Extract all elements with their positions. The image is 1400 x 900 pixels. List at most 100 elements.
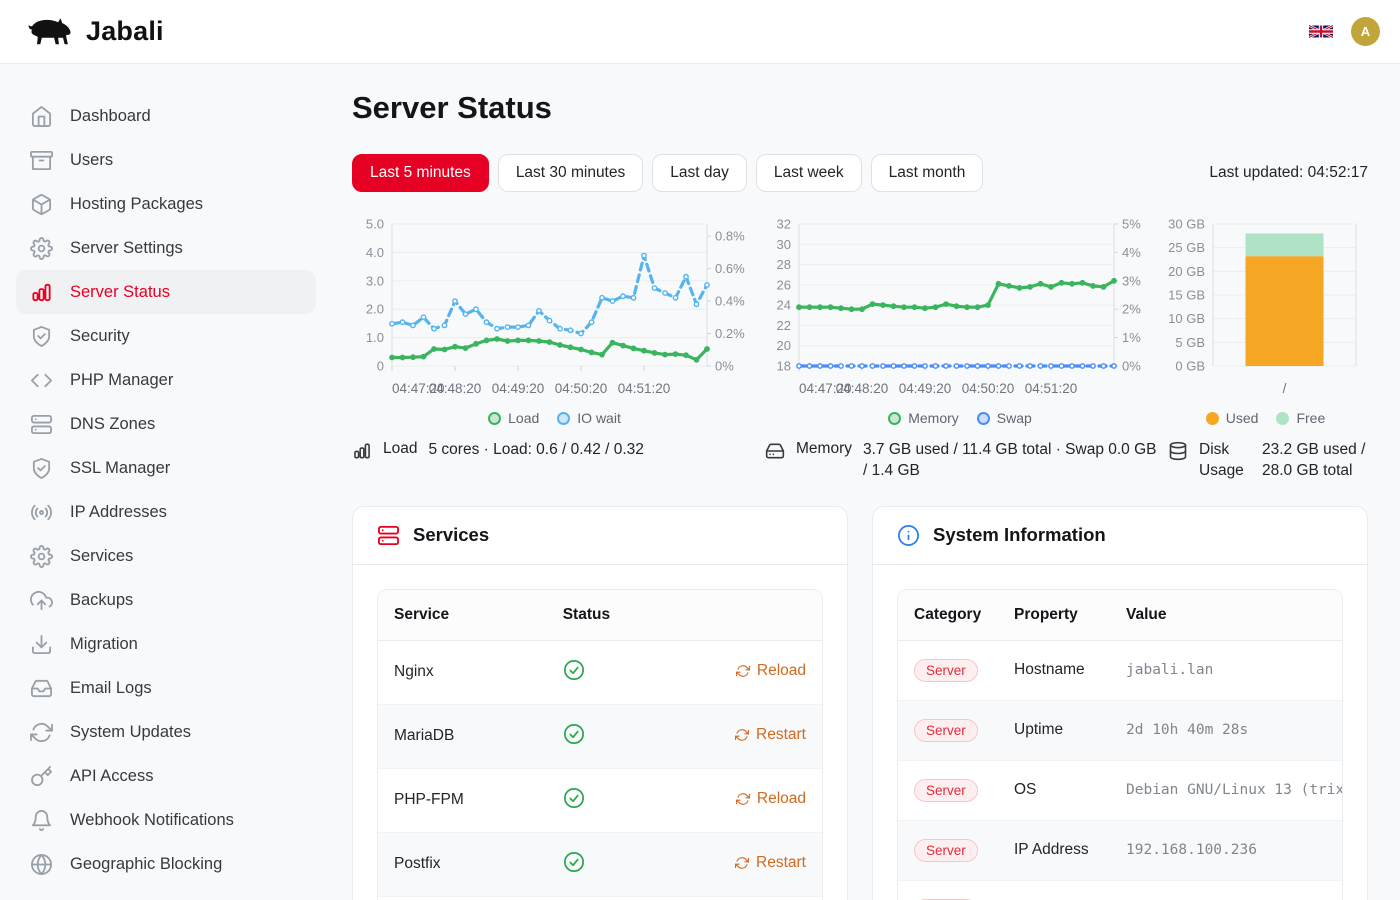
legend-load[interactable]: Load	[488, 410, 539, 426]
sysinfo-value: jabali.lan	[1110, 640, 1342, 700]
legend-marker	[888, 412, 901, 425]
radio-icon	[30, 501, 53, 524]
svg-text:0: 0	[377, 359, 384, 374]
time-range-last-month[interactable]: Last month	[871, 154, 984, 192]
reload-php-fpm-button[interactable]: Reload	[736, 790, 806, 808]
system-info-card: System Information CategoryPropertyValue…	[872, 506, 1368, 900]
legend-marker	[977, 412, 990, 425]
brand[interactable]: Jabali	[24, 15, 164, 49]
svg-text:20: 20	[776, 338, 790, 353]
service-row-nginx: NginxReload	[378, 640, 822, 704]
stat-label: Load	[383, 440, 417, 458]
restart-postfix-button[interactable]: Restart	[735, 854, 806, 872]
service-name: MariaDB	[378, 704, 547, 768]
system-info-card-header: System Information	[873, 507, 1367, 565]
stat-value: 3.7 GB used / 11.4 GB total · Swap 0.0 G…	[863, 440, 1160, 482]
sidebar-item-server-status[interactable]: Server Status	[16, 270, 316, 314]
sysinfo-row-ip-address: ServerIP Address192.168.100.236	[898, 820, 1342, 880]
legend-memory[interactable]: Memory	[888, 410, 959, 426]
sidebar-item-label: Backups	[70, 591, 133, 610]
legend-marker	[488, 412, 501, 425]
sidebar-item-users[interactable]: Users	[16, 138, 316, 182]
category-badge: Server	[914, 659, 978, 682]
sidebar-item-dashboard[interactable]: Dashboard	[16, 94, 316, 138]
sysinfo-row-hostname: Server Hostnamejabali.lan	[898, 640, 1342, 700]
avatar[interactable]: A	[1351, 17, 1380, 46]
status-ok-icon	[563, 787, 585, 809]
sysinfo-property: Hostname	[998, 640, 1110, 700]
stat-disk-usage: Disk Usage23.2 GB used / 28.0 GB total	[1168, 440, 1368, 482]
service-name: Dovecot	[378, 896, 547, 900]
sidebar-item-hosting-packages[interactable]: Hosting Packages	[16, 182, 316, 226]
time-range-last-week[interactable]: Last week	[756, 154, 862, 192]
sidebar-item-label: Geographic Blocking	[70, 855, 222, 874]
legend-marker	[1206, 412, 1219, 425]
bar-chart-icon	[352, 441, 372, 461]
svg-text:22: 22	[776, 318, 790, 333]
legend-io-wait[interactable]: IO wait	[557, 410, 621, 426]
info-icon	[897, 524, 920, 547]
category-badge: Server	[914, 719, 978, 742]
sidebar-item-dns-zones[interactable]: DNS Zones	[16, 402, 316, 446]
svg-text:0%: 0%	[1122, 359, 1141, 374]
legend-label: IO wait	[577, 410, 621, 426]
sidebar-item-geographic-blocking[interactable]: Geographic Blocking	[16, 842, 316, 886]
time-range-last-30-minutes[interactable]: Last 30 minutes	[498, 154, 643, 192]
legend-swap[interactable]: Swap	[977, 410, 1032, 426]
sysinfo-property: OS	[998, 760, 1110, 820]
service-row-postfix: PostfixRestart	[378, 832, 822, 896]
server-icon	[377, 524, 400, 547]
sysinfo-property: Uptime	[998, 700, 1110, 760]
svg-text:1%: 1%	[1122, 330, 1141, 345]
svg-text:04:50:20: 04:50:20	[555, 381, 608, 396]
top-header: Jabali A	[0, 0, 1400, 64]
svg-text:04:50:20: 04:50:20	[961, 381, 1014, 396]
time-range-last-day[interactable]: Last day	[652, 154, 747, 192]
sidebar-item-api-access[interactable]: API Access	[16, 754, 316, 798]
svg-text:/: /	[1283, 381, 1287, 396]
svg-text:04:51:20: 04:51:20	[618, 381, 671, 396]
sidebar-item-email-logs[interactable]: Email Logs	[16, 666, 316, 710]
services-col-status: Status	[547, 590, 680, 641]
sidebar-item-label: System Updates	[70, 723, 191, 742]
svg-text:30 GB: 30 GB	[1168, 217, 1205, 232]
legend-label: Swap	[997, 410, 1032, 426]
svg-text:0.2%: 0.2%	[715, 326, 745, 341]
legend-label: Load	[508, 410, 539, 426]
sidebar-item-backups[interactable]: Backups	[16, 578, 316, 622]
sidebar-item-ip-addresses[interactable]: IP Addresses	[16, 490, 316, 534]
svg-text:24: 24	[776, 298, 790, 313]
service-action-cell: Reload	[680, 768, 822, 832]
sidebar-item-label: Hosting Packages	[70, 195, 203, 214]
sysinfo-property: IP Address	[998, 820, 1110, 880]
sidebar-item-services[interactable]: Services	[16, 534, 316, 578]
sidebar-item-label: Security	[70, 327, 130, 346]
sidebar-item-system-updates[interactable]: System Updates	[16, 710, 316, 754]
svg-text:0%: 0%	[715, 359, 734, 374]
legend-free[interactable]: Free	[1276, 410, 1325, 426]
server-icon	[30, 413, 53, 436]
time-range-last-5-minutes[interactable]: Last 5 minutes	[352, 154, 489, 192]
sidebar-item-webhook-notifications[interactable]: Webhook Notifications	[16, 798, 316, 842]
sysinfo-row-uptime: ServerUptime2d 10h 40m 28s	[898, 700, 1342, 760]
sidebar-item-php-manager[interactable]: PHP Manager	[16, 358, 316, 402]
svg-text:30: 30	[776, 237, 790, 252]
legend-label: Free	[1296, 410, 1325, 426]
status-ok-icon	[563, 723, 585, 745]
sidebar-item-server-settings[interactable]: Server Settings	[16, 226, 316, 270]
shield-icon	[30, 325, 53, 348]
sidebar-item-label: IP Addresses	[70, 503, 167, 522]
globe-icon	[30, 853, 53, 876]
sidebar-item-label: PHP Manager	[70, 371, 173, 390]
reload-nginx-button[interactable]: Reload	[736, 662, 806, 680]
svg-text:15 GB: 15 GB	[1168, 288, 1205, 303]
restart-mariadb-button[interactable]: Restart	[735, 726, 806, 744]
uk-flag-icon[interactable]	[1309, 23, 1333, 40]
sysinfo-property: Connections	[998, 880, 1110, 900]
sidebar-item-migration[interactable]: Migration	[16, 622, 316, 666]
svg-text:0 GB: 0 GB	[1175, 359, 1205, 374]
legend-label: Used	[1226, 410, 1259, 426]
sidebar-item-security[interactable]: Security	[16, 314, 316, 358]
legend-used[interactable]: Used	[1206, 410, 1259, 426]
sidebar-item-ssl-manager[interactable]: SSL Manager	[16, 446, 316, 490]
